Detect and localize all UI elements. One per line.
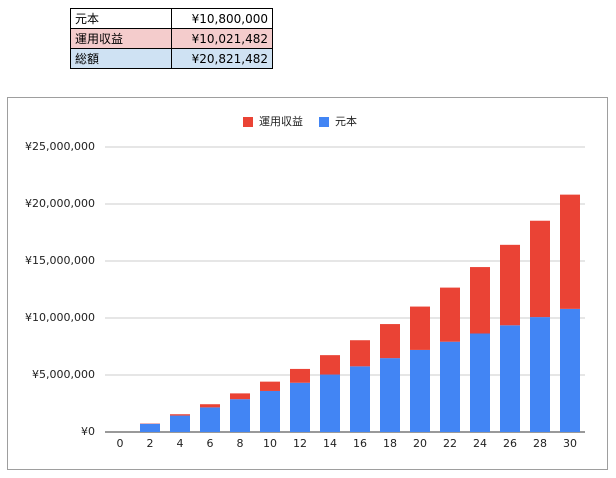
x-tick-label: 24 bbox=[473, 437, 487, 450]
y-tick-label: ¥15,000,000 bbox=[25, 254, 95, 267]
x-tick-label: 26 bbox=[503, 437, 517, 450]
x-tick-label: 8 bbox=[237, 437, 244, 450]
bar-segment bbox=[260, 381, 280, 391]
bar-segment bbox=[530, 317, 550, 432]
y-tick-label: ¥0 bbox=[81, 425, 95, 438]
row: 総額 ¥20,821,482 bbox=[70, 48, 273, 69]
cell: ¥20,821,482 bbox=[171, 48, 273, 69]
bar-segment bbox=[440, 341, 460, 432]
bar-segment bbox=[320, 355, 340, 375]
x-tick-label: 10 bbox=[263, 437, 277, 450]
legend-swatch bbox=[319, 117, 329, 127]
y-tick-label: ¥25,000,000 bbox=[25, 140, 95, 153]
x-tick-label: 28 bbox=[533, 437, 547, 450]
x-tick-label: 14 bbox=[323, 437, 337, 450]
bar-segment bbox=[380, 358, 400, 432]
x-tick-label: 22 bbox=[443, 437, 457, 450]
bar-segment bbox=[440, 287, 460, 342]
x-tick-label: 30 bbox=[563, 437, 577, 450]
x-tick-label: 18 bbox=[383, 437, 397, 450]
row: 運用収益 ¥10,021,482 bbox=[70, 28, 273, 49]
y-tick-label: ¥20,000,000 bbox=[25, 197, 95, 210]
x-tick-label: 16 bbox=[353, 437, 367, 450]
bar-segment bbox=[530, 220, 550, 318]
bar-segment bbox=[230, 393, 250, 400]
chart-border bbox=[7, 97, 608, 470]
x-tick-label: 6 bbox=[207, 437, 214, 450]
bar-segment bbox=[290, 382, 310, 432]
bar-segment bbox=[380, 324, 400, 359]
summary-table: 元本 ¥10,800,000 運用収益 ¥10,021,482 総額 ¥20,821,… bbox=[70, 8, 273, 69]
x-tick-label: 2 bbox=[147, 437, 154, 450]
x-tick-label: 12 bbox=[293, 437, 307, 450]
bar-segment bbox=[290, 368, 310, 383]
x-tick-label: 4 bbox=[177, 437, 184, 450]
bar-segment bbox=[410, 306, 430, 350]
bar-segment bbox=[500, 244, 520, 326]
bar-segment bbox=[410, 349, 430, 432]
bar-segment bbox=[200, 404, 220, 408]
cell: 運用収益 bbox=[70, 28, 172, 49]
bar-segment bbox=[350, 366, 370, 432]
bar-segment bbox=[320, 374, 340, 432]
bar-segment bbox=[470, 333, 490, 432]
bar-segment bbox=[470, 267, 490, 334]
legend-swatch bbox=[243, 117, 253, 127]
bar-segment bbox=[560, 308, 580, 432]
bar-segment bbox=[170, 415, 190, 432]
bar-segment bbox=[500, 325, 520, 432]
x-tick-label: 20 bbox=[413, 437, 427, 450]
legend-label: 元本 bbox=[335, 114, 357, 128]
bar-segment bbox=[260, 390, 280, 432]
bar-segment bbox=[350, 340, 370, 367]
cell: 総額 bbox=[70, 48, 172, 69]
bar-segment bbox=[140, 423, 160, 432]
legend-label: 運用収益 bbox=[259, 114, 303, 128]
y-tick-label: ¥5,000,000 bbox=[32, 368, 95, 381]
bar-segment bbox=[200, 407, 220, 432]
x-tick-label: 0 bbox=[117, 437, 124, 450]
bar-segment bbox=[230, 399, 250, 432]
bar-segment bbox=[170, 414, 190, 416]
y-tick-label: ¥10,000,000 bbox=[25, 311, 95, 324]
bar-segment bbox=[560, 194, 580, 309]
